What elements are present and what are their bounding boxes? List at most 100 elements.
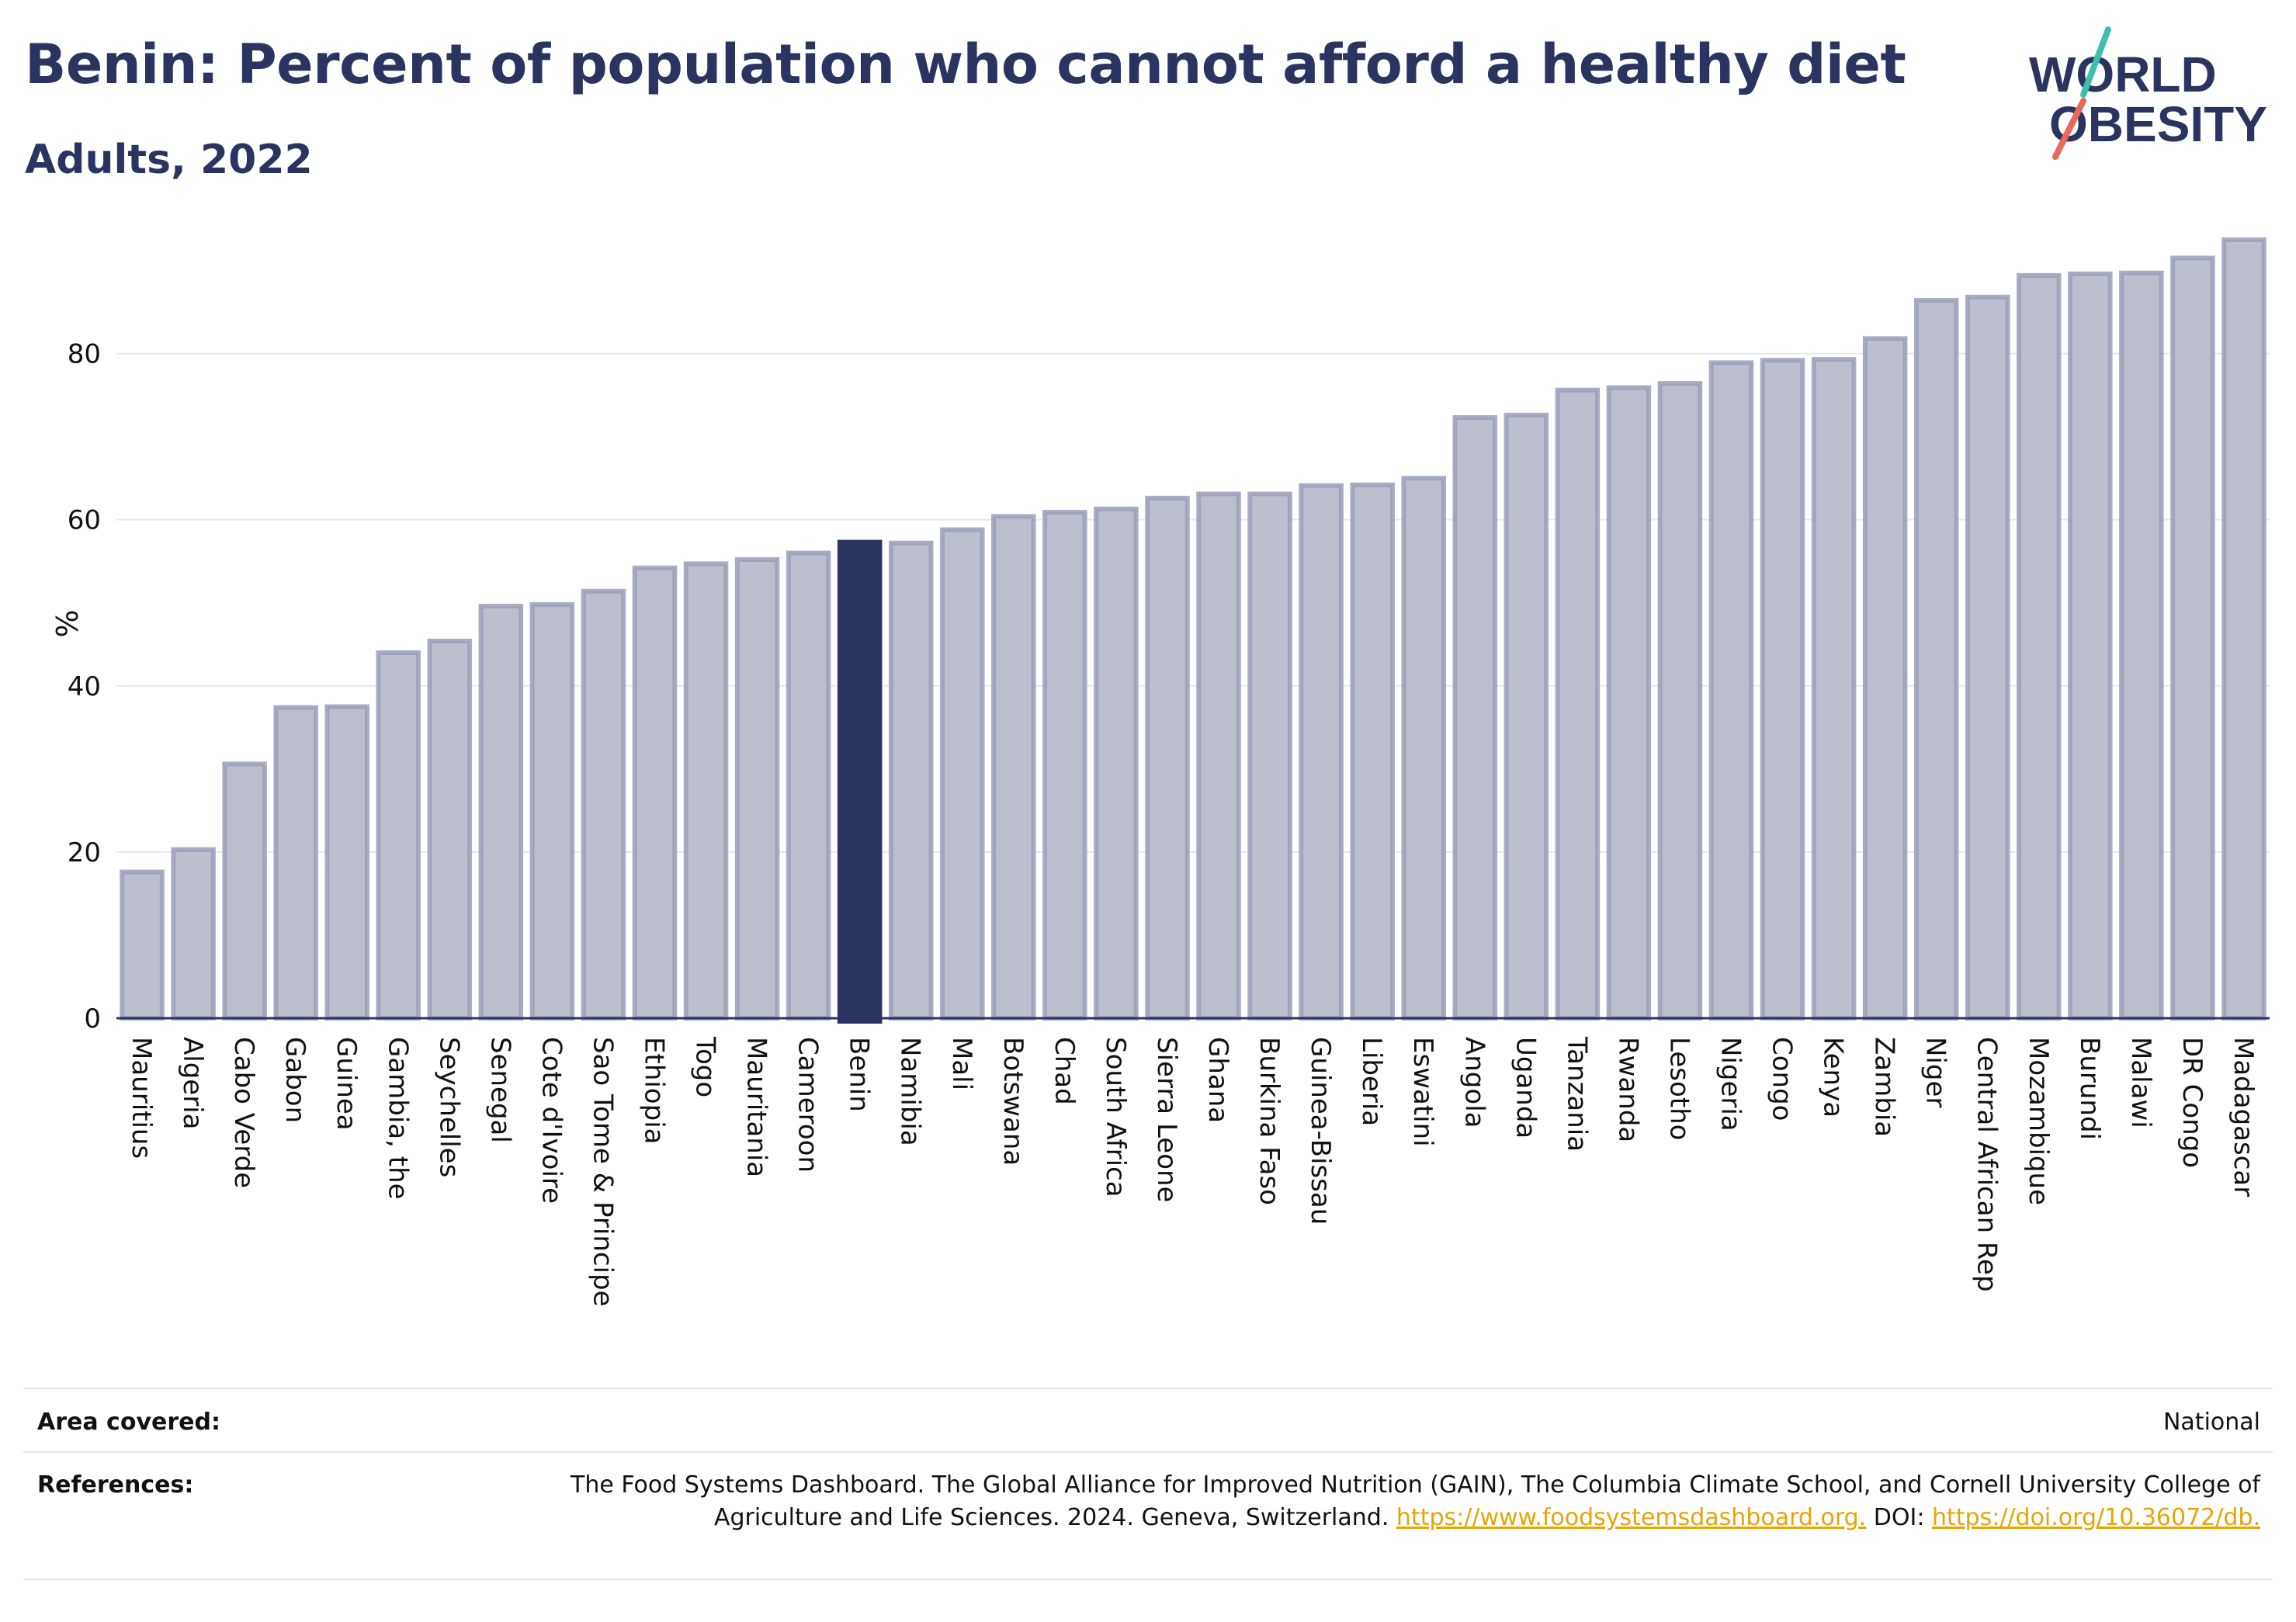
x-tick-label: Burkina Faso	[1254, 1037, 1285, 1205]
logo-line1: WORLD	[2029, 47, 2217, 102]
bar	[2170, 255, 2215, 1021]
y-tick-label: 60	[68, 505, 101, 536]
x-tick-label: Namibia	[895, 1037, 926, 1146]
x-tick-label: Guinea	[331, 1037, 362, 1131]
x-tick-label: Algeria	[177, 1037, 208, 1129]
x-tick-label: Ghana	[1202, 1037, 1233, 1123]
bar	[1606, 385, 1652, 1021]
bar	[888, 540, 934, 1021]
bar	[1862, 336, 1908, 1021]
x-tick-label: Benin	[844, 1037, 875, 1112]
x-tick-label: Niger	[1920, 1037, 1951, 1107]
y-tick-label: 80	[68, 339, 101, 370]
footer-divider-top	[23, 1388, 2273, 1389]
x-tick-label: Cote d'Ivoire	[536, 1037, 567, 1204]
x-tick-label: Lesotho	[1663, 1037, 1694, 1140]
chart-subtitle: Adults, 2022	[25, 137, 313, 183]
x-tick-label: Mozambique	[2023, 1037, 2054, 1205]
y-axis-label: %	[49, 609, 83, 637]
footer-divider-bottom	[23, 1579, 2273, 1580]
bar	[1503, 412, 1549, 1021]
bar	[1094, 506, 1139, 1021]
x-tick-label: Sao Tome & Principe	[587, 1037, 618, 1307]
x-tick-label: Cabo Verde	[228, 1037, 259, 1188]
bar	[632, 565, 678, 1021]
x-tick-label: Sierra Leone	[1151, 1037, 1182, 1202]
bar	[1247, 491, 1292, 1021]
references-text-block: The Food Systems Dashboard. The Global A…	[553, 1469, 2260, 1534]
world-obesity-logo[interactable]: WORLD OBESITY	[2018, 23, 2282, 163]
bar	[1913, 298, 1959, 1021]
bar	[940, 527, 985, 1021]
x-tick-label: Madagascar	[2228, 1037, 2259, 1197]
bar	[1042, 510, 1087, 1021]
x-tick-label: Gabon	[279, 1037, 310, 1123]
x-tick-label: Ethiopia	[639, 1037, 670, 1144]
bar	[427, 638, 473, 1021]
bar	[581, 588, 626, 1021]
bar	[1811, 357, 1857, 1021]
bar	[222, 761, 267, 1021]
x-tick-label: Cameroon	[793, 1037, 824, 1173]
x-tick-label: Kenya	[1818, 1037, 1849, 1118]
bar	[786, 550, 831, 1021]
bar-chart: 0 20 40 60 80% Mauritius Algeria Cabo Verde Gabo…	[49, 237, 2270, 1307]
references-link-dashboard[interactable]: https://www.foodsystemsdashboard.org.	[1396, 1504, 1867, 1531]
bar	[2068, 271, 2113, 1021]
bar	[1401, 476, 1446, 1021]
chart-title: Benin: Percent of population who cannot …	[25, 33, 1906, 96]
x-tick-label: Guinea-Bissau	[1305, 1037, 1336, 1225]
bar	[2017, 272, 2062, 1021]
x-tick-label: Malawi	[2125, 1037, 2156, 1128]
x-tick-label: Chad	[1049, 1037, 1080, 1105]
y-tick-label: 40	[68, 671, 101, 702]
x-tick-label: Botswana	[997, 1037, 1028, 1166]
bar	[734, 557, 780, 1021]
bar	[2119, 270, 2164, 1021]
x-tick-label: Congo	[1767, 1037, 1798, 1121]
x-tick-label: Zambia	[1869, 1037, 1900, 1137]
bar	[1196, 491, 1241, 1021]
bar	[376, 650, 421, 1021]
x-tick-label: Nigeria	[1715, 1037, 1746, 1132]
bar	[1657, 381, 1703, 1021]
x-tick-label: Eswatini	[1407, 1037, 1438, 1147]
x-tick-label: Gambia, the	[382, 1037, 413, 1200]
bar	[478, 604, 524, 1021]
bar	[1452, 415, 1498, 1021]
logo-slash-bottom	[2052, 98, 2086, 160]
x-tick-label: DR Congo	[2176, 1037, 2208, 1168]
bar	[2221, 237, 2267, 1021]
x-tick-label: Liberia	[1356, 1037, 1387, 1126]
bar	[120, 869, 165, 1021]
references-link-doi[interactable]: https://doi.org/10.36072/db.	[1932, 1504, 2260, 1531]
bar	[1760, 358, 1805, 1021]
references-label: References:	[37, 1471, 194, 1499]
x-tick-label: Central African Rep	[1972, 1037, 2003, 1292]
y-tick-label: 0	[84, 1003, 101, 1035]
footer-divider-middle	[23, 1451, 2273, 1453]
x-tick-label: South Africa	[1100, 1037, 1131, 1197]
x-tick-label: Mali	[946, 1037, 977, 1090]
logo-line2: OBESITY	[2049, 96, 2267, 152]
bar	[171, 847, 216, 1021]
bar	[1965, 294, 2010, 1021]
bar	[1708, 360, 1754, 1021]
bar	[324, 704, 369, 1021]
bar	[991, 514, 1036, 1021]
logo-slash-top	[2080, 26, 2111, 98]
bar	[1299, 483, 1344, 1021]
x-tick-label: Seychelles	[433, 1037, 464, 1177]
bar	[1555, 387, 1601, 1021]
x-tick-label: Burundi	[2074, 1037, 2105, 1140]
x-tick-label: Mauritius	[126, 1037, 157, 1159]
x-tick-label: Tanzania	[1561, 1036, 1592, 1152]
bar	[1350, 482, 1395, 1021]
x-tick-label: Angola	[1458, 1037, 1490, 1128]
y-tick-label: 20	[68, 837, 101, 868]
bar	[529, 601, 575, 1021]
bar-highlighted	[837, 539, 883, 1024]
area-covered-label: Area covered:	[37, 1409, 220, 1436]
x-tick-label: Mauritania	[741, 1037, 772, 1177]
x-tick-label: Senegal	[484, 1037, 515, 1143]
